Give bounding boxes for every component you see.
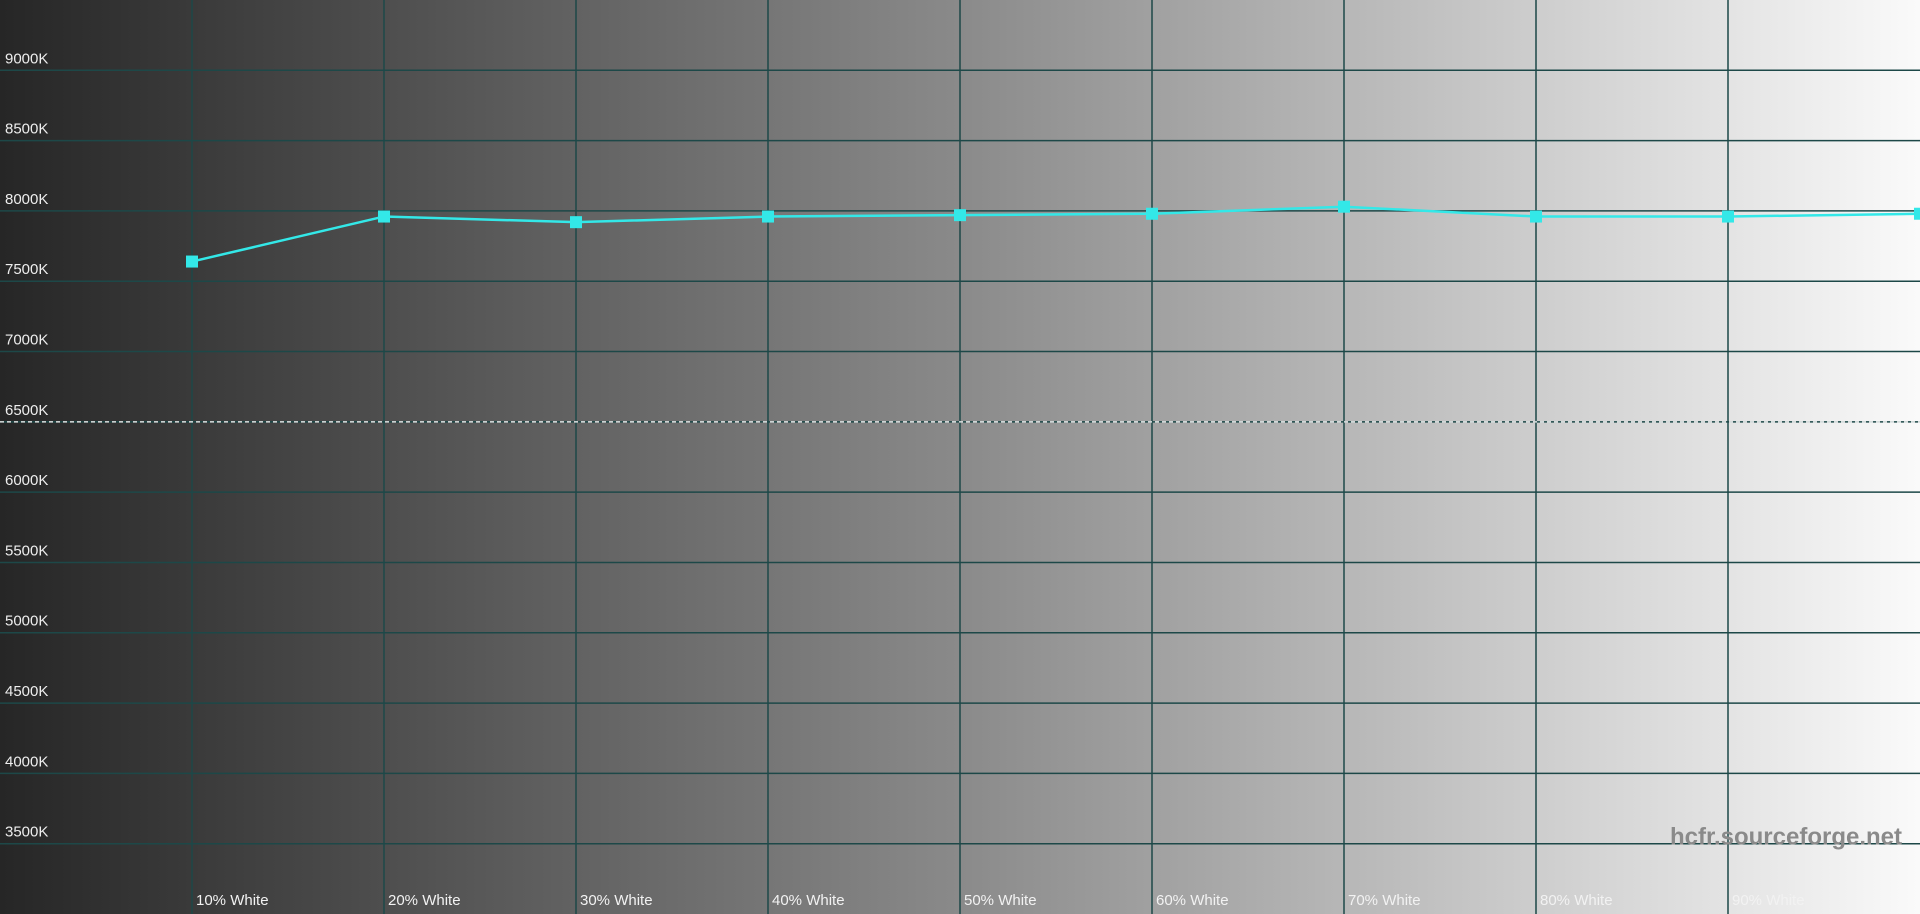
y-tick-label: 4000K	[5, 753, 48, 770]
x-tick-label: 90% White	[1732, 892, 1805, 909]
x-tick-label: 10% White	[196, 892, 269, 909]
y-tick-label: 7000K	[5, 332, 48, 349]
y-tick-label: 4500K	[5, 683, 48, 700]
x-tick-label: 70% White	[1348, 892, 1421, 909]
y-tick-label: 9000K	[5, 50, 48, 67]
x-tick-label: 80% White	[1540, 892, 1613, 909]
y-tick-label: 7500K	[5, 261, 48, 278]
y-tick-label: 8000K	[5, 191, 48, 208]
y-tick-label: 8500K	[5, 121, 48, 138]
series-line	[191, 205, 1920, 263]
x-tick-label: 50% White	[964, 892, 1037, 909]
data-point	[1530, 210, 1542, 223]
data-point	[378, 210, 390, 223]
data-point	[570, 216, 582, 229]
x-tick-label: 20% White	[388, 892, 461, 909]
y-tick-label: 5500K	[5, 542, 48, 559]
data-point	[954, 209, 966, 222]
data-point	[1338, 200, 1350, 213]
x-tick-label: 30% White	[580, 892, 653, 909]
data-point	[1914, 207, 1920, 220]
y-tick-label: 6000K	[5, 472, 48, 489]
data-point	[1722, 210, 1734, 223]
data-point	[762, 210, 774, 223]
data-point	[1146, 207, 1158, 220]
y-tick-label: 3500K	[5, 824, 48, 841]
data-point	[186, 255, 198, 268]
x-tick-label: 40% White	[772, 892, 845, 909]
y-tick-label: 5000K	[5, 613, 48, 630]
x-tick-label: 60% White	[1156, 892, 1229, 909]
marks	[186, 200, 1920, 268]
watermark: hcfr.sourceforge.net	[1670, 823, 1902, 850]
y-tick-label: 6500K	[5, 402, 48, 419]
